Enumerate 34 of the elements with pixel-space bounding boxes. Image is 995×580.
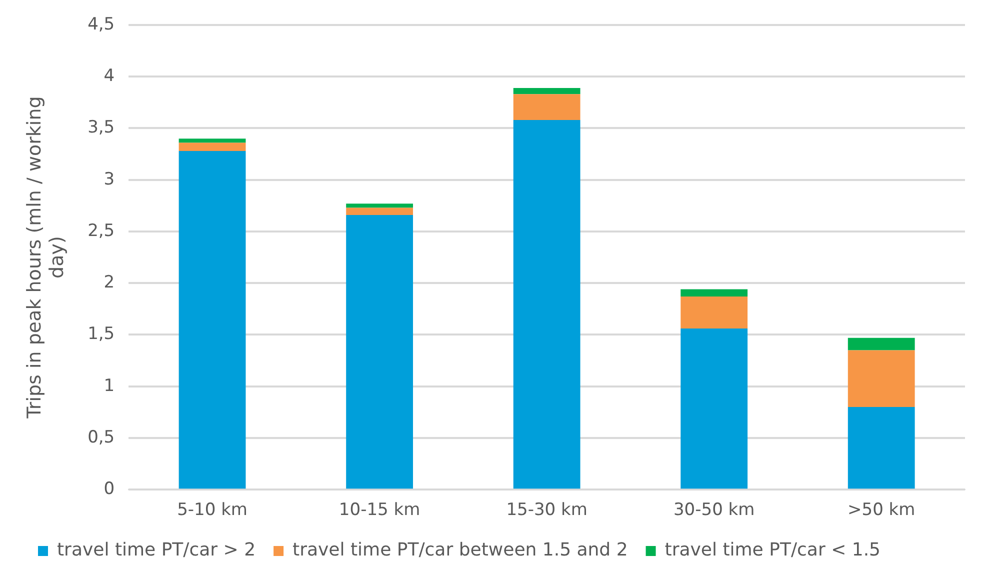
x-tick-label: 30-50 km bbox=[673, 500, 755, 520]
bar bbox=[848, 350, 915, 408]
bar bbox=[848, 407, 915, 489]
bar bbox=[346, 204, 413, 208]
y-tick-label: 0,5 bbox=[88, 427, 115, 448]
y-tick-label: 3 bbox=[104, 169, 115, 190]
bar bbox=[513, 94, 580, 120]
bar bbox=[680, 289, 748, 297]
x-tick-label: 10-15 km bbox=[338, 500, 420, 520]
y-tick-label: 0 bbox=[104, 479, 115, 500]
legend-label: travel time PT/car < 1.5 bbox=[664, 540, 880, 561]
bar bbox=[513, 120, 580, 489]
bar bbox=[178, 150, 246, 489]
bar bbox=[680, 328, 748, 489]
x-tick-label: 5-10 km bbox=[177, 500, 248, 520]
bar bbox=[346, 208, 413, 215]
y-axis-title: Trips in peak hours (mln / working day) bbox=[23, 96, 68, 420]
bar bbox=[513, 88, 580, 94]
y-tick-label: 1,5 bbox=[88, 324, 115, 344]
bar bbox=[680, 296, 748, 329]
bar bbox=[848, 338, 915, 350]
y-tick-label: 3,5 bbox=[88, 118, 115, 138]
x-tick-label: 15-30 km bbox=[506, 500, 588, 520]
y-tick-label: 2,5 bbox=[88, 220, 115, 241]
legend-label: travel time PT/car between 1.5 and 2 bbox=[292, 540, 628, 561]
bar bbox=[346, 214, 413, 489]
legend-label: travel time PT/car > 2 bbox=[57, 540, 256, 561]
y-tick-label: 1 bbox=[104, 376, 115, 396]
bar bbox=[178, 138, 246, 143]
y-tick-label: 4 bbox=[104, 66, 115, 86]
y-tick-label: 2 bbox=[104, 272, 115, 293]
x-tick-label: >50 km bbox=[848, 500, 916, 520]
y-tick-label: 4,5 bbox=[88, 14, 115, 34]
bar bbox=[178, 142, 246, 151]
